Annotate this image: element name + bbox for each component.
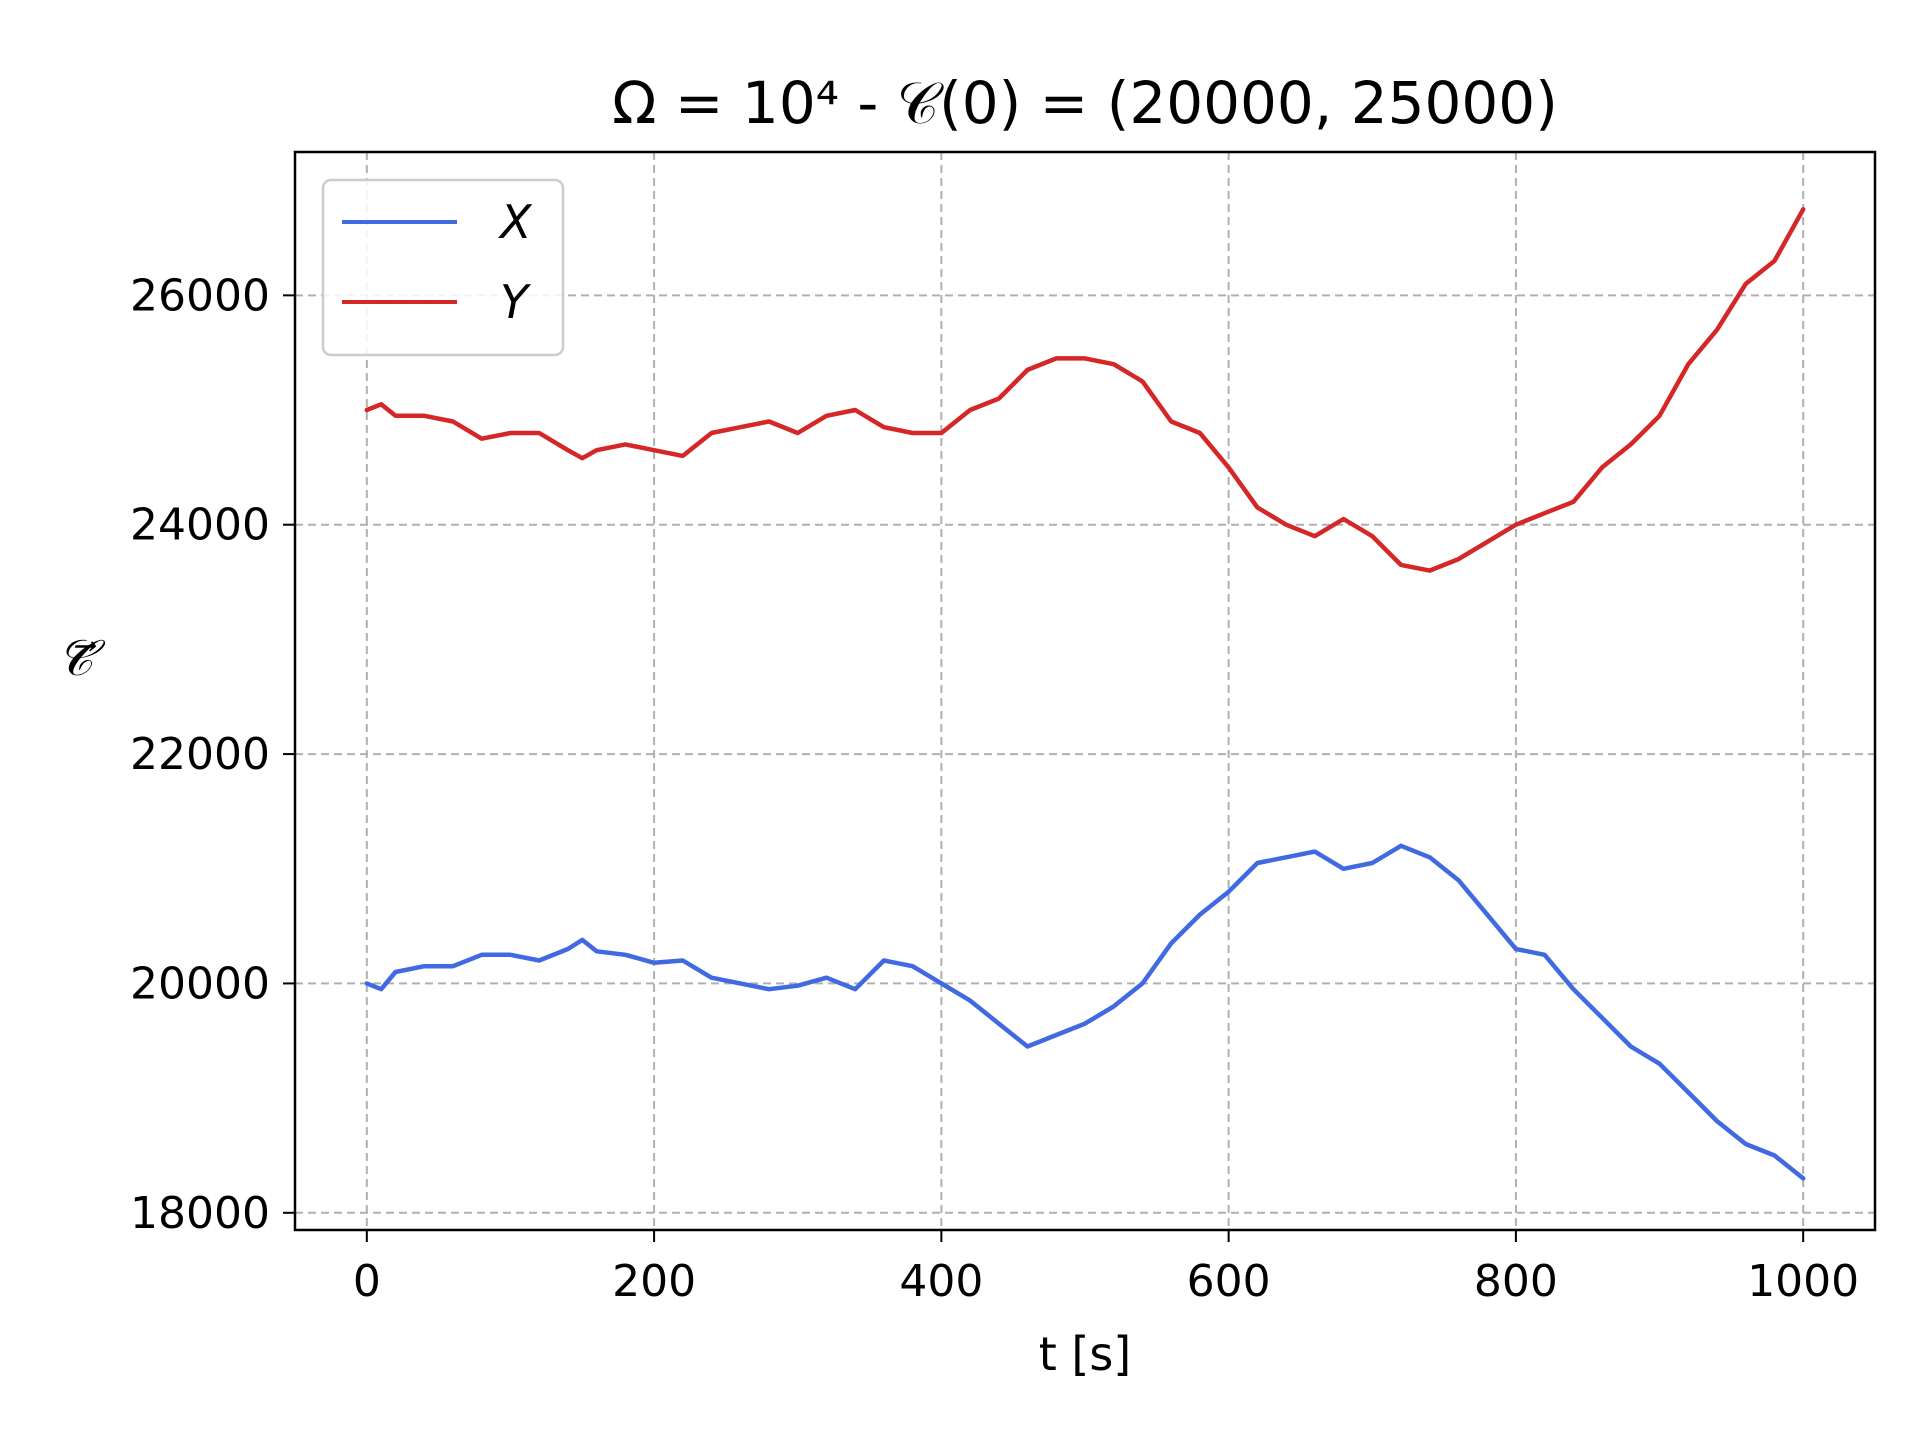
grid (295, 152, 1875, 1230)
x-tick-label: 400 (899, 1256, 983, 1307)
x-tick-label: 800 (1474, 1256, 1558, 1307)
plot-frame (293, 150, 1877, 1232)
series-line-y (364, 207, 1806, 573)
y-axis-label: 𝒞⃗ (57, 629, 106, 687)
y-tick-label: 20000 (130, 958, 270, 1009)
y-axis: 18000 20000 22000 24000 26000 (130, 270, 295, 1239)
series-line-x (364, 843, 1806, 1181)
x-tick-label: 600 (1187, 1256, 1271, 1307)
x-axis: 0 200 400 600 800 1000 (353, 1230, 1859, 1307)
chart-title: Ω = 10⁴ - 𝒞(0) = (20000, 25000) (612, 69, 1558, 137)
legend: X Y (321, 178, 565, 357)
series-layer (364, 207, 1806, 1181)
y-tick-label: 18000 (130, 1188, 270, 1239)
x-tick-label: 200 (612, 1256, 696, 1307)
legend-label-y: Y (500, 275, 532, 329)
y-tick-label: 24000 (130, 500, 270, 551)
x-axis-label: t [s] (1039, 1327, 1132, 1381)
x-tick-label: 1000 (1747, 1256, 1859, 1307)
y-tick-label: 26000 (130, 270, 270, 321)
x-tick-label: 0 (353, 1256, 381, 1307)
y-tick-label: 22000 (130, 729, 270, 780)
legend-label-x: X (498, 195, 533, 249)
